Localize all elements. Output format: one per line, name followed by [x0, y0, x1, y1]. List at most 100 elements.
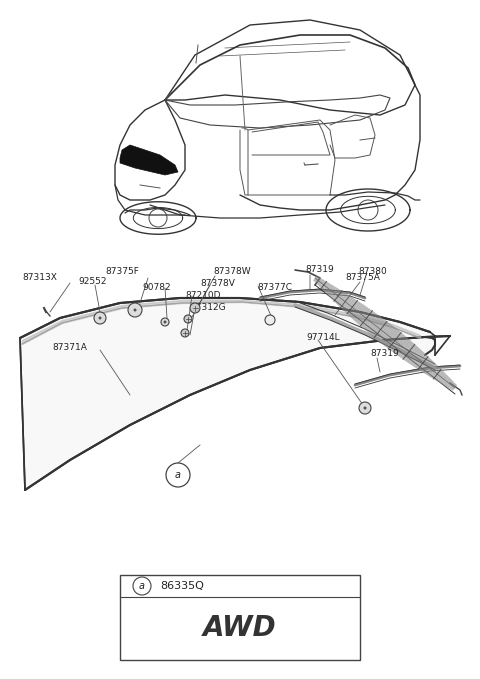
- Polygon shape: [313, 276, 319, 282]
- Text: 87377C: 87377C: [257, 282, 292, 291]
- Polygon shape: [355, 307, 369, 323]
- Circle shape: [133, 577, 151, 595]
- Circle shape: [133, 308, 136, 312]
- Polygon shape: [350, 303, 363, 318]
- Polygon shape: [401, 343, 415, 359]
- Text: a: a: [139, 581, 145, 591]
- Circle shape: [359, 402, 371, 414]
- Circle shape: [184, 315, 192, 323]
- Polygon shape: [379, 325, 394, 344]
- Polygon shape: [347, 301, 359, 315]
- Circle shape: [358, 200, 378, 220]
- Polygon shape: [120, 575, 360, 660]
- Polygon shape: [331, 289, 340, 299]
- Polygon shape: [445, 379, 453, 387]
- Polygon shape: [418, 356, 430, 371]
- Polygon shape: [326, 285, 334, 295]
- Text: AWD: AWD: [203, 614, 277, 642]
- Polygon shape: [392, 335, 407, 353]
- Polygon shape: [412, 352, 425, 367]
- Text: a: a: [175, 470, 181, 480]
- Text: 87378W: 87378W: [213, 268, 251, 276]
- Text: 87371A: 87371A: [52, 342, 87, 352]
- Polygon shape: [385, 330, 399, 348]
- Polygon shape: [405, 346, 418, 362]
- Polygon shape: [367, 316, 382, 333]
- Polygon shape: [383, 328, 397, 346]
- Text: 87375F: 87375F: [105, 268, 139, 276]
- Polygon shape: [324, 284, 332, 293]
- Polygon shape: [360, 311, 374, 327]
- Polygon shape: [381, 327, 396, 345]
- Polygon shape: [320, 280, 326, 289]
- Text: 87378V: 87378V: [200, 278, 235, 287]
- Polygon shape: [399, 342, 413, 358]
- Polygon shape: [329, 287, 338, 298]
- Polygon shape: [359, 310, 372, 326]
- Polygon shape: [403, 344, 417, 361]
- Polygon shape: [371, 318, 385, 336]
- Circle shape: [149, 209, 167, 227]
- Polygon shape: [394, 337, 408, 354]
- Polygon shape: [424, 361, 435, 374]
- Polygon shape: [345, 299, 357, 314]
- Text: 87319: 87319: [370, 350, 399, 359]
- Polygon shape: [354, 306, 367, 321]
- Polygon shape: [316, 278, 323, 285]
- Polygon shape: [386, 331, 401, 349]
- Text: 87375A: 87375A: [345, 272, 380, 282]
- Polygon shape: [416, 355, 428, 369]
- Polygon shape: [420, 358, 432, 372]
- Polygon shape: [323, 282, 330, 291]
- Text: 87210D: 87210D: [185, 291, 220, 301]
- Polygon shape: [432, 367, 441, 379]
- Polygon shape: [374, 321, 389, 339]
- Polygon shape: [426, 363, 436, 375]
- Circle shape: [190, 303, 200, 313]
- Text: 86335Q: 86335Q: [160, 581, 204, 591]
- Circle shape: [164, 320, 167, 323]
- Polygon shape: [410, 350, 423, 366]
- Polygon shape: [344, 298, 356, 312]
- Polygon shape: [369, 317, 384, 335]
- Circle shape: [161, 318, 169, 326]
- Circle shape: [128, 303, 142, 317]
- Polygon shape: [334, 291, 344, 303]
- Polygon shape: [336, 292, 346, 304]
- Polygon shape: [397, 340, 411, 357]
- Polygon shape: [321, 282, 328, 290]
- Text: 92552: 92552: [78, 278, 107, 287]
- Polygon shape: [327, 286, 336, 296]
- Polygon shape: [441, 375, 449, 385]
- Polygon shape: [428, 365, 438, 377]
- Polygon shape: [407, 348, 420, 363]
- Circle shape: [94, 312, 106, 324]
- Circle shape: [363, 407, 367, 409]
- Text: 87380: 87380: [358, 266, 387, 276]
- Polygon shape: [362, 312, 376, 329]
- Polygon shape: [315, 277, 321, 283]
- Polygon shape: [357, 308, 371, 325]
- Polygon shape: [337, 293, 348, 306]
- Polygon shape: [451, 384, 457, 391]
- Polygon shape: [120, 145, 178, 175]
- Polygon shape: [437, 373, 446, 383]
- Polygon shape: [449, 382, 456, 390]
- Polygon shape: [364, 313, 378, 331]
- Text: 87319: 87319: [305, 265, 334, 274]
- Polygon shape: [396, 338, 410, 356]
- Polygon shape: [342, 297, 354, 311]
- Polygon shape: [430, 366, 440, 378]
- Text: 87312G: 87312G: [190, 304, 226, 312]
- Polygon shape: [365, 314, 380, 332]
- Circle shape: [166, 463, 190, 487]
- Polygon shape: [414, 354, 427, 368]
- Polygon shape: [388, 333, 403, 350]
- Polygon shape: [422, 360, 433, 373]
- Polygon shape: [376, 323, 391, 341]
- Polygon shape: [20, 298, 435, 490]
- Polygon shape: [352, 304, 365, 320]
- Text: 97714L: 97714L: [306, 333, 340, 342]
- Polygon shape: [390, 334, 405, 352]
- Text: 90782: 90782: [142, 284, 170, 293]
